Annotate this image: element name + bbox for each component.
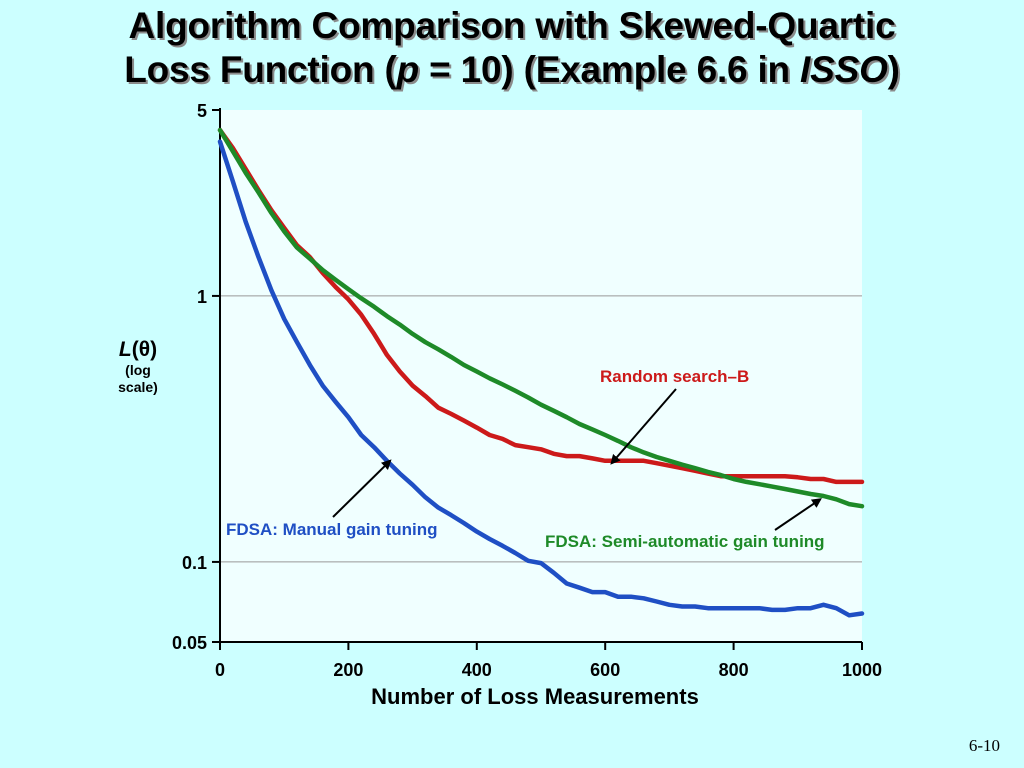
y-axis-label: L(θ) (log scale): [98, 338, 178, 396]
y-axis-label-sub1: (log: [125, 362, 151, 378]
y-axis-label-l: L: [118, 338, 132, 361]
series-line-2: [217, 127, 865, 509]
x-axis-label: Number of Loss Measurements: [371, 684, 699, 709]
annotation-label-1: FDSA: Manual gain tuning: [226, 520, 438, 539]
x-tick-label: 400: [462, 660, 492, 680]
annotation-label-0: Random search–B: [600, 367, 749, 386]
title-line-1: Algorithm Comparison with Skewed-Quartic: [128, 5, 896, 46]
title-part-c: ): [887, 49, 900, 91]
y-tick-label: 0.1: [182, 553, 207, 573]
slide-number: 6-10: [968, 736, 1000, 755]
x-tick-label: 0: [215, 660, 225, 680]
slide-title: Algorithm Comparison with Skewed-Quartic…: [0, 4, 1024, 93]
series-line-1: [217, 127, 865, 485]
title-part-a: Loss Function (: [124, 49, 397, 91]
annotation-label-2: FDSA: Semi-automatic gain tuning: [545, 532, 825, 551]
x-tick-label: 600: [590, 660, 620, 680]
y-axis-label-theta: (θ): [131, 338, 158, 361]
title-p: p: [396, 49, 420, 91]
x-tick-label: 200: [333, 660, 363, 680]
x-tick-label: 800: [719, 660, 749, 680]
annotation-arrow-1: [332, 459, 392, 518]
y-tick-label: 0.05: [172, 633, 207, 653]
annotation-arrow-0: [610, 388, 677, 465]
y-tick-label: 1: [197, 287, 207, 307]
title-part-b: = 10) (Example 6.6 in: [419, 49, 801, 91]
title-line-2: Loss Function (p = 10) (Example 6.6 in I…: [0, 48, 1024, 92]
y-axis-label-main: L(θ): [98, 338, 178, 362]
y-tick-label: 5: [197, 101, 207, 121]
annotation-arrow-2: [774, 498, 822, 531]
plot-area: [220, 110, 862, 642]
y-axis-label-sub2: scale): [118, 379, 158, 395]
title-isso: ISSO: [800, 49, 888, 91]
series-line-0: [217, 139, 865, 618]
x-tick-label: 1000: [842, 660, 882, 680]
